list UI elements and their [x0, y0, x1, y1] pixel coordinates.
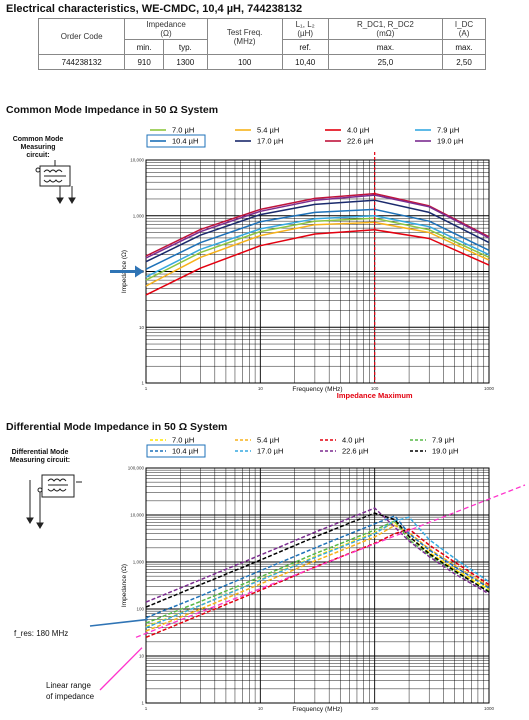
- cm-heading: Common Mode Impedance in 50 Ω System: [6, 104, 219, 116]
- dm-y-tick-label: 1,000: [133, 560, 145, 565]
- cm-series-line: [145, 217, 490, 281]
- cm-arrow-head-icon: [135, 265, 144, 278]
- cm-impedance-max-label: Impedance Maximum: [337, 391, 413, 400]
- dm-legend-highlight-box: [146, 444, 206, 458]
- dm-x-tick-label: 1000: [484, 706, 495, 711]
- cm-legend-label: 5.4 µH: [257, 126, 279, 135]
- dm-y-tick-label: 1: [141, 701, 144, 706]
- cm-x-tick-label: 100: [371, 386, 379, 391]
- dm-legend-label: 19.0 µH: [432, 447, 458, 456]
- value-rdc: 25,0: [327, 54, 444, 70]
- dm-legend-label: 4.0 µH: [342, 436, 364, 445]
- cm-y-tick-label: 10: [139, 325, 145, 330]
- cm-legend: 7.0 µH 5.4 µH 4.0 µH 7.9 µH 10.4 µH 17.0 µH 22…: [146, 126, 463, 148]
- cm-x-tick-label: 1000: [484, 386, 495, 391]
- cm-y-tick-label: 1: [141, 381, 144, 386]
- cm-legend-label: 19.0 µH: [437, 137, 463, 146]
- cm-legend-label: 7.0 µH: [172, 126, 194, 135]
- value-imp-typ: 1300: [162, 54, 208, 70]
- value-idc: 2,50: [442, 54, 486, 70]
- dm-series-line: [145, 516, 490, 629]
- cm-legend-label: 22.6 µH: [347, 137, 373, 146]
- dm-legend-label: 5.4 µH: [257, 436, 279, 445]
- cm-legend-label: 17.0 µH: [257, 137, 283, 146]
- dm-series-line: [145, 512, 490, 608]
- dm-series-line: [145, 515, 490, 619]
- dm-legend-label: 7.0 µH: [172, 436, 194, 445]
- dm-y-tick-label: 100: [136, 607, 144, 612]
- dm-series-line: [145, 520, 490, 624]
- value-inductance: 10,40: [281, 54, 329, 70]
- dm-heading: Differential Mode Impedance in 50 Ω Syst…: [6, 421, 228, 433]
- dm-linear-label-1: Linear range: [46, 681, 91, 690]
- cm-circuit-diagram: [35, 160, 76, 204]
- cm-legend-label: 7.9 µH: [437, 126, 459, 135]
- dm-y-tick-label: 10: [139, 654, 145, 659]
- cm-series-line: [145, 229, 490, 296]
- dm-series-line: [145, 524, 490, 632]
- value-order-code: 744238132: [37, 54, 126, 70]
- dm-legend-label: 22.6 µH: [342, 447, 368, 456]
- dm-x-axis-label: Frequency (MHz): [292, 706, 342, 713]
- dm-series-line: [145, 528, 490, 638]
- cm-series-line: [145, 221, 490, 287]
- dm-y-axis-label: Impedance (Ω): [121, 564, 128, 607]
- dm-legend-label: 7.9 µH: [432, 436, 454, 445]
- cm-y-tick-label: 1,000: [133, 213, 145, 218]
- page-title: Electrical characteristics, WE-CMDC, 10,…: [6, 3, 303, 15]
- dm-fres-label: f_res: 180 MHz: [14, 629, 68, 638]
- dm-x-tick-label: 100: [371, 706, 379, 711]
- dm-y-tick-label: 100,000: [128, 466, 145, 471]
- cm-legend-highlight-box: [146, 134, 206, 148]
- cm-series-line: [145, 208, 490, 270]
- cm-series-line: [145, 215, 490, 278]
- cm-x-tick-label: 1: [145, 386, 148, 391]
- dm-circuit-label: Differential Mode Measuring circuit:: [9, 449, 71, 464]
- dm-x-tick-label: 1: [145, 706, 148, 711]
- dm-circuit-diagram: [26, 474, 82, 529]
- dm-legend-label: 10.4 µH: [172, 447, 198, 456]
- electrical-characteristics-table: Order Code Impedance (Ω) Test Freq. (MHz) …: [37, 18, 486, 70]
- dm-legend: 7.0 µH 5.4 µH 4.0 µH 7.9 µH 10.4 µH 17.0 µH 22…: [146, 436, 458, 458]
- dm-x-tick-label: 10: [258, 706, 264, 711]
- dm-fres-arrow-icon: [89, 618, 149, 627]
- cm-x-tick-label: 10: [258, 386, 264, 391]
- dm-linear-arrow-icon: [99, 647, 143, 691]
- header-order-code: Order Code: [37, 18, 126, 55]
- cm-series-line: [145, 192, 490, 257]
- value-test-freq: 100: [206, 54, 283, 70]
- dm-plot-frame: [145, 467, 490, 704]
- dm-linear-label-2: of impedance: [46, 692, 95, 701]
- dm-chart: 1 10 100 1000 1 10 100 1,000 10,000 100,000 Freque…: [14, 436, 526, 713]
- cm-x-axis-label: Frequency (MHz): [292, 386, 342, 393]
- cm-series-line: [145, 194, 490, 259]
- cm-series-line: [145, 199, 490, 263]
- dm-series-line: [145, 507, 490, 603]
- header-test-freq: Test Freq. (MHz): [206, 18, 283, 55]
- cm-y-tick-label: 10,000: [130, 158, 144, 163]
- cm-legend-label: 10.4 µH: [172, 137, 198, 146]
- header-inductance: L₁, L₂ (µH): [281, 18, 329, 40]
- cm-circuit-label: Common Mode Measuring circuit:: [12, 136, 64, 159]
- cm-legend-label: 4.0 µH: [347, 126, 369, 135]
- dm-legend-label: 17.0 µH: [257, 447, 283, 456]
- dm-y-tick-label: 10,000: [130, 513, 144, 518]
- dm-linear-range-line: [135, 484, 526, 638]
